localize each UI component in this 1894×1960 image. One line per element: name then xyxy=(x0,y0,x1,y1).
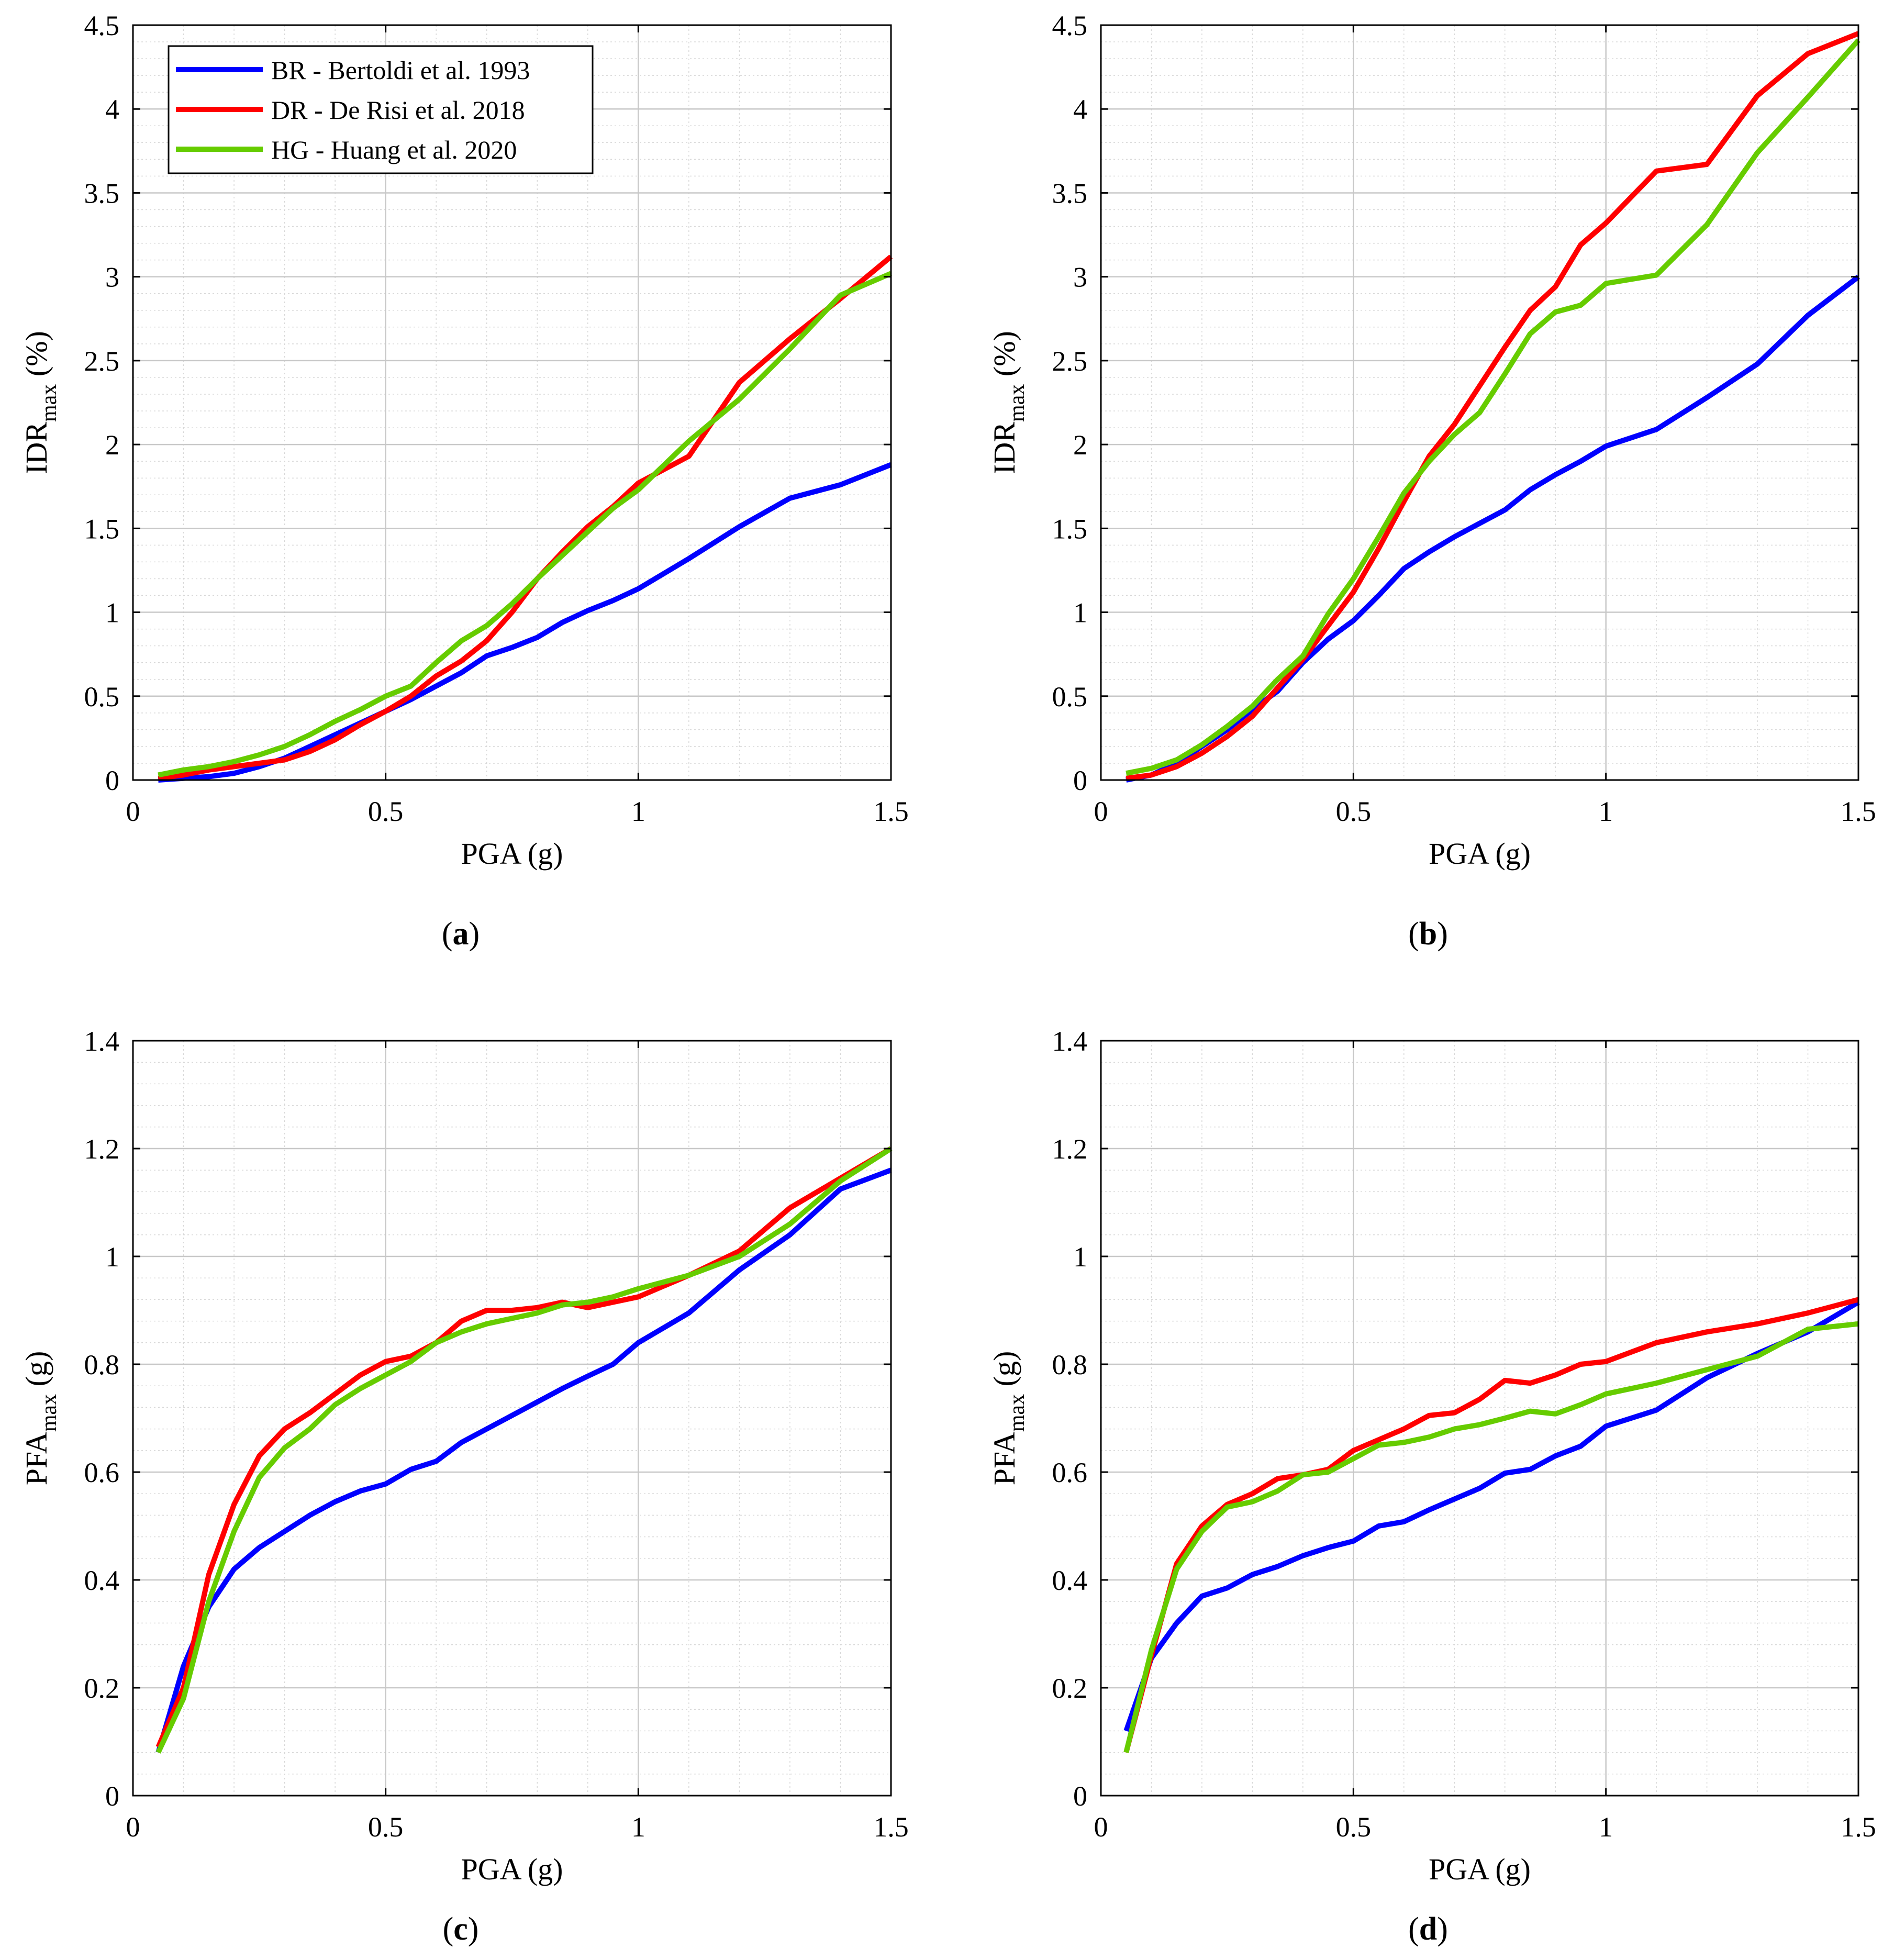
y-tick-label: 1.4 xyxy=(1052,1026,1088,1057)
x-axis-label: PGA (g) xyxy=(461,837,563,871)
panel-b: 0 0.5 1 1.5 0 0.5 1 1.5 2 2.5 3 3.5 4 4.5 PGA (g) IDRma… xyxy=(987,10,1876,952)
y-tick-label: 0 xyxy=(1073,1780,1087,1812)
x-tick-label: 0 xyxy=(126,796,140,827)
x-tick-label: 0 xyxy=(126,1811,140,1843)
panel-caption: (a) xyxy=(442,916,480,952)
y-tick-label: 1.2 xyxy=(84,1133,120,1165)
series-line-hg xyxy=(155,1146,893,1754)
y-tick-label: 4 xyxy=(1073,94,1087,125)
axes-box xyxy=(132,24,892,781)
x-tick-label: 1 xyxy=(1599,796,1613,827)
y-tick-label: 1 xyxy=(1073,597,1087,629)
x-tick-label: 0.5 xyxy=(368,796,404,827)
y-tick-label: 0 xyxy=(105,1780,119,1812)
y-tick-label: 1 xyxy=(105,597,119,629)
y-tick-label: 0.6 xyxy=(1052,1457,1088,1488)
y-tick-label: 1.4 xyxy=(84,1026,120,1057)
y-tick-label: 3 xyxy=(1073,262,1087,293)
axes-box xyxy=(1100,1040,1859,1797)
grid-lines xyxy=(132,1040,892,1797)
x-tick-label: 1.5 xyxy=(873,796,909,827)
panel-caption: (d) xyxy=(1408,1911,1448,1947)
series-line-br xyxy=(1126,274,1860,783)
y-tick-label: 0.5 xyxy=(1052,681,1088,712)
axes-box xyxy=(1100,24,1859,781)
y-tick-label: 1 xyxy=(105,1241,119,1273)
x-tick-label: 0.5 xyxy=(1336,796,1372,827)
y-axis-label: PFAmax (g) xyxy=(19,1351,61,1486)
y-tick-label: 0.8 xyxy=(84,1349,120,1380)
series-lines xyxy=(1123,1297,1860,1753)
x-tick-label: 1.5 xyxy=(1841,1811,1876,1843)
x-tick-label: 1 xyxy=(631,1811,645,1843)
series-line-br xyxy=(1123,1300,1860,1732)
y-tick-label: 0 xyxy=(1073,765,1087,796)
legend-label-hg: HG - Huang et al. 2020 xyxy=(271,135,517,164)
x-tick-label: 0 xyxy=(1094,796,1108,827)
y-tick-label: 2 xyxy=(105,429,119,461)
y-axis-label: IDRmax (%) xyxy=(987,331,1029,474)
y-tick-label: 0.8 xyxy=(1052,1349,1088,1380)
series-lines xyxy=(1126,31,1860,783)
y-tick-label: 3 xyxy=(105,262,119,293)
y-tick-label: 4.5 xyxy=(84,10,120,41)
y-tick-label: 2.5 xyxy=(1052,346,1088,377)
series-line-dr xyxy=(1126,31,1859,781)
plot-area xyxy=(1101,1041,1858,1796)
y-axis-label: IDRmax (%) xyxy=(19,331,61,474)
y-tick-label: 0.6 xyxy=(84,1457,120,1488)
legend: BR - Bertoldi et al. 1993 DR - De Risi et… xyxy=(168,45,594,174)
panel-a: 0 0.5 1 1.5 0 0.5 1 1.5 2 2.5 3 3.5 4 4.5 PGA (g) IDRma… xyxy=(19,10,909,952)
series-lines xyxy=(158,254,893,783)
legend-label-br: BR - Bertoldi et al. 1993 xyxy=(271,55,530,85)
series-line-dr xyxy=(158,254,893,781)
series-line-hg xyxy=(158,271,892,778)
x-tick-label: 1.5 xyxy=(873,1811,909,1843)
y-tick-label: 2 xyxy=(1073,429,1087,461)
y-tick-label: 1.5 xyxy=(84,513,120,544)
panel-caption: (b) xyxy=(1408,916,1448,952)
y-tick-label: 1 xyxy=(1073,1241,1087,1273)
y-tick-label: 0.5 xyxy=(84,681,120,712)
x-tick-label: 0.5 xyxy=(1336,1811,1372,1843)
y-tick-label: 0.2 xyxy=(1052,1673,1088,1704)
series-lines xyxy=(155,1146,893,1754)
series-line-br xyxy=(155,1167,892,1754)
x-tick-label: 1.5 xyxy=(1841,796,1876,827)
y-axis-label: PFAmax (g) xyxy=(987,1351,1029,1486)
x-axis-label: PGA (g) xyxy=(1429,837,1531,871)
grid-lines xyxy=(1100,1040,1859,1797)
y-tick-label: 1.5 xyxy=(1052,513,1088,544)
x-axis-label: PGA (g) xyxy=(461,1852,563,1886)
y-tick-label: 2.5 xyxy=(84,346,120,377)
series-line-br xyxy=(158,462,892,783)
panel-caption: (c) xyxy=(443,1911,479,1947)
y-tick-label: 4.5 xyxy=(1052,10,1088,41)
series-line-hg xyxy=(1123,1321,1859,1753)
panel-c: 0 0.5 1 1.5 0 0.2 0.4 0.6 0.8 1 1.2 1.4 PGA (g) PFAma… xyxy=(19,1026,909,1947)
x-axis-label: PGA (g) xyxy=(1429,1852,1531,1886)
panel-d: 0 0.5 1 1.5 0 0.2 0.4 0.6 0.8 1 1.2 1.4 PGA (g) PFAma… xyxy=(987,1026,1876,1947)
y-tick-label: 0.2 xyxy=(84,1673,120,1704)
y-tick-label: 0 xyxy=(105,765,119,796)
x-tick-label: 0.5 xyxy=(368,1811,404,1843)
y-tick-label: 1.2 xyxy=(1052,1133,1088,1165)
legend-label-dr: DR - De Risi et al. 2018 xyxy=(271,95,525,125)
x-tick-label: 1 xyxy=(1599,1811,1613,1843)
plot-area xyxy=(1101,25,1858,780)
x-tick-label: 0 xyxy=(1094,1811,1108,1843)
grid-lines xyxy=(1100,24,1859,781)
y-tick-label: 3.5 xyxy=(1052,177,1088,209)
y-tick-label: 0.4 xyxy=(84,1565,120,1596)
series-line-hg xyxy=(1126,38,1860,776)
x-tick-label: 1 xyxy=(631,796,645,827)
y-tick-label: 0.4 xyxy=(1052,1565,1088,1596)
y-tick-label: 4 xyxy=(105,94,119,125)
axes-box xyxy=(132,1040,892,1797)
y-tick-label: 3.5 xyxy=(84,177,120,209)
